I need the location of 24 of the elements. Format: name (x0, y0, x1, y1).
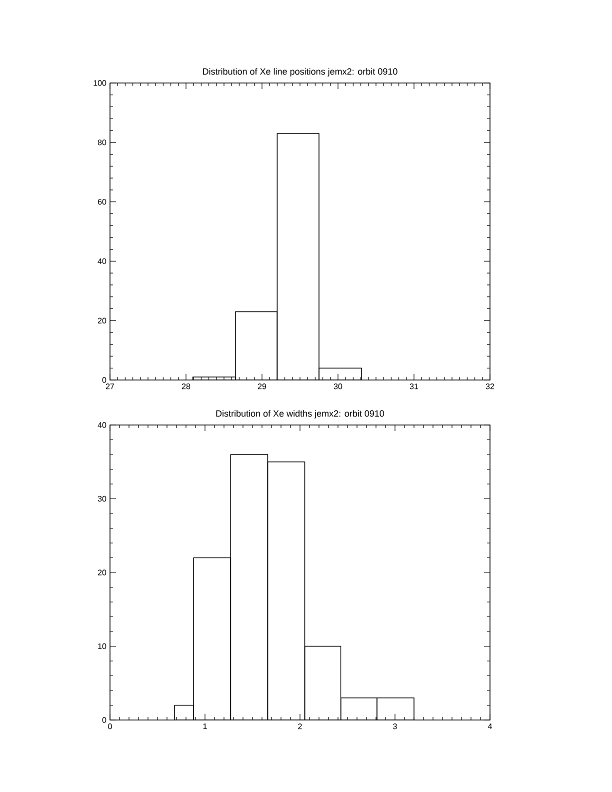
y-tick-label: 30 (98, 496, 106, 502)
y-tick-label: 40 (98, 422, 106, 428)
y-tick-label: 20 (98, 318, 106, 324)
x-tick-label: 28 (182, 384, 190, 390)
y-tick-label: 100 (94, 80, 106, 86)
x-tick-label: 27 (106, 384, 114, 390)
chart-title: Distribution of Xe widths jemx2: orbit 0910 (216, 410, 384, 418)
x-tick-label: 30 (334, 384, 342, 390)
x-tick-label: 1 (203, 724, 207, 730)
x-tick-label: 32 (486, 384, 494, 390)
x-tick-label: 31 (410, 384, 418, 390)
y-tick-label: 0 (102, 377, 106, 383)
x-tick-label: 29 (258, 384, 266, 390)
y-tick-label: 40 (98, 258, 106, 264)
y-tick-label: 60 (98, 198, 106, 205)
x-tick-label: 2 (298, 724, 302, 730)
y-tick-label: 80 (98, 140, 106, 146)
y-tick-label: 20 (98, 570, 106, 576)
y-tick-label: 10 (98, 643, 106, 650)
chart-title: Distribution of Xe line positions jemx2: orbit 0910 (203, 68, 398, 76)
x-tick-label: 4 (488, 724, 492, 730)
y-tick-label: 0 (102, 717, 106, 723)
x-tick-label: 3 (393, 724, 397, 730)
x-tick-label: 0 (108, 724, 112, 730)
